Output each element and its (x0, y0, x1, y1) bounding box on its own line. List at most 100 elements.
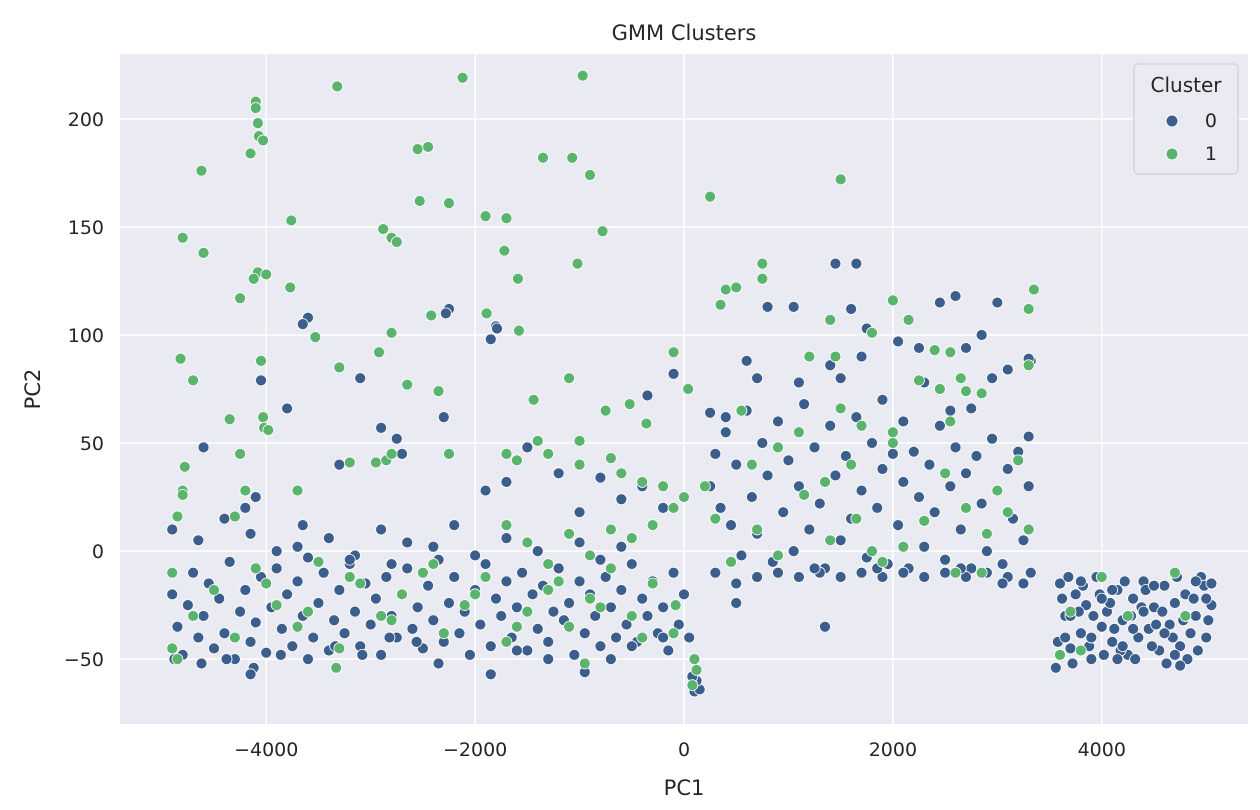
data-point-cluster-1 (375, 610, 388, 622)
data-point-cluster-0 (187, 566, 200, 579)
y-tick-label: −50 (64, 649, 104, 671)
data-point-cluster-1 (228, 510, 241, 523)
data-point-cluster-0 (401, 562, 414, 575)
data-point-cluster-0 (510, 644, 523, 657)
data-point-cluster-0 (1116, 640, 1129, 653)
data-point-cluster-0 (220, 653, 233, 666)
data-point-cluster-0 (1202, 614, 1215, 627)
data-point-cluster-0 (322, 532, 335, 545)
data-point-cluster-0 (369, 592, 382, 605)
data-point-cluster-0 (610, 631, 623, 644)
data-point-cluster-1 (239, 484, 252, 497)
data-point-cluster-0 (1085, 631, 1098, 644)
data-point-cluster-0 (672, 618, 685, 631)
data-point-cluster-1 (1074, 644, 1087, 657)
data-point-cluster-1 (646, 519, 659, 532)
data-point-cluster-0 (1200, 631, 1213, 644)
data-point-cluster-0 (719, 411, 732, 423)
data-point-cluster-1 (302, 605, 314, 618)
y-tick-label: 50 (80, 433, 104, 455)
data-point-cluster-1 (1121, 610, 1134, 622)
data-point-cluster-0 (479, 484, 492, 497)
data-point-cluster-0 (197, 610, 210, 622)
data-point-cluster-1 (174, 352, 187, 365)
data-point-cluster-0 (1156, 605, 1169, 618)
data-point-cluster-1 (262, 424, 275, 436)
data-point-cluster-0 (777, 506, 790, 519)
data-point-cluster-1 (866, 326, 878, 339)
data-point-cluster-0 (960, 571, 972, 583)
data-point-cluster-0 (354, 372, 367, 385)
data-point-cluster-1 (709, 512, 722, 525)
data-point-cluster-1 (187, 374, 200, 387)
data-point-cluster-1 (223, 413, 236, 426)
data-point-cluster-0 (437, 411, 450, 423)
data-point-cluster-0 (1106, 635, 1119, 648)
data-point-cluster-1 (208, 584, 220, 596)
data-point-cluster-0 (275, 623, 288, 635)
data-point-cluster-0 (834, 534, 847, 547)
data-point-cluster-0 (808, 562, 821, 575)
data-point-cluster-1 (834, 173, 847, 186)
data-point-cluster-0 (463, 648, 476, 661)
data-point-cluster-1 (604, 452, 617, 465)
data-point-cluster-0 (356, 648, 369, 661)
data-point-cluster-0 (317, 566, 330, 579)
data-point-cluster-0 (751, 372, 764, 385)
data-point-cluster-0 (291, 540, 304, 553)
legend-marker-1 (1165, 147, 1179, 161)
data-point-cluster-0 (1189, 575, 1202, 588)
data-point-cluster-0 (1168, 648, 1181, 661)
data-point-cluster-0 (218, 512, 231, 525)
data-point-cluster-0 (980, 545, 993, 557)
data-point-cluster-0 (166, 588, 179, 601)
data-point-cluster-1 (1054, 648, 1066, 661)
data-point-cluster-0 (975, 329, 988, 341)
y-tick-label: 200 (68, 109, 104, 131)
data-point-cluster-1 (596, 225, 609, 238)
data-point-cluster-1 (625, 610, 638, 622)
x-tick-label: 0 (678, 739, 690, 761)
data-point-cluster-0 (380, 571, 393, 583)
data-point-cluster-0 (667, 367, 680, 380)
data-point-cluster-1 (563, 527, 576, 540)
data-point-cluster-0 (197, 441, 210, 454)
legend-title: Cluster (1151, 73, 1223, 97)
data-point-cluster-0 (542, 635, 555, 648)
data-point-cluster-0 (939, 566, 952, 579)
data-point-cluster-1 (390, 236, 403, 248)
data-point-cluster-0 (302, 551, 314, 564)
x-axis-title: PC1 (664, 776, 705, 800)
data-point-cluster-0 (824, 359, 837, 372)
data-point-cluster-0 (1200, 592, 1213, 605)
data-point-cluster-1 (636, 631, 649, 644)
data-point-cluster-1 (834, 402, 847, 415)
data-point-cluster-0 (338, 627, 351, 640)
data-point-cluster-0 (704, 406, 717, 419)
data-point-cluster-1 (480, 307, 493, 320)
data-point-cluster-0 (824, 419, 837, 432)
data-point-cluster-0 (604, 601, 617, 614)
data-point-cluster-0 (714, 501, 727, 514)
data-point-cluster-0 (234, 605, 247, 618)
data-point-cluster-1 (640, 417, 653, 430)
data-point-cluster-0 (521, 644, 534, 657)
data-point-cluster-1 (866, 545, 878, 557)
data-point-cluster-0 (834, 571, 847, 583)
data-point-cluster-0 (510, 601, 523, 614)
data-point-cluster-0 (636, 592, 649, 605)
data-point-cluster-0 (730, 597, 743, 609)
data-point-cluster-0 (928, 506, 941, 519)
data-point-cluster-1 (657, 480, 670, 493)
data-point-cluster-0 (1069, 588, 1082, 601)
data-point-cluster-0 (719, 426, 732, 439)
data-point-cluster-0 (1017, 577, 1030, 590)
data-point-cluster-0 (1059, 631, 1072, 644)
data-points (166, 69, 1218, 698)
data-point-cluster-0 (1127, 592, 1140, 605)
data-point-cluster-1 (725, 556, 737, 568)
data-point-cluster-0 (469, 549, 482, 562)
data-point-cluster-0 (375, 422, 388, 434)
data-point-cluster-0 (730, 577, 743, 590)
data-point-cluster-1 (756, 272, 769, 285)
